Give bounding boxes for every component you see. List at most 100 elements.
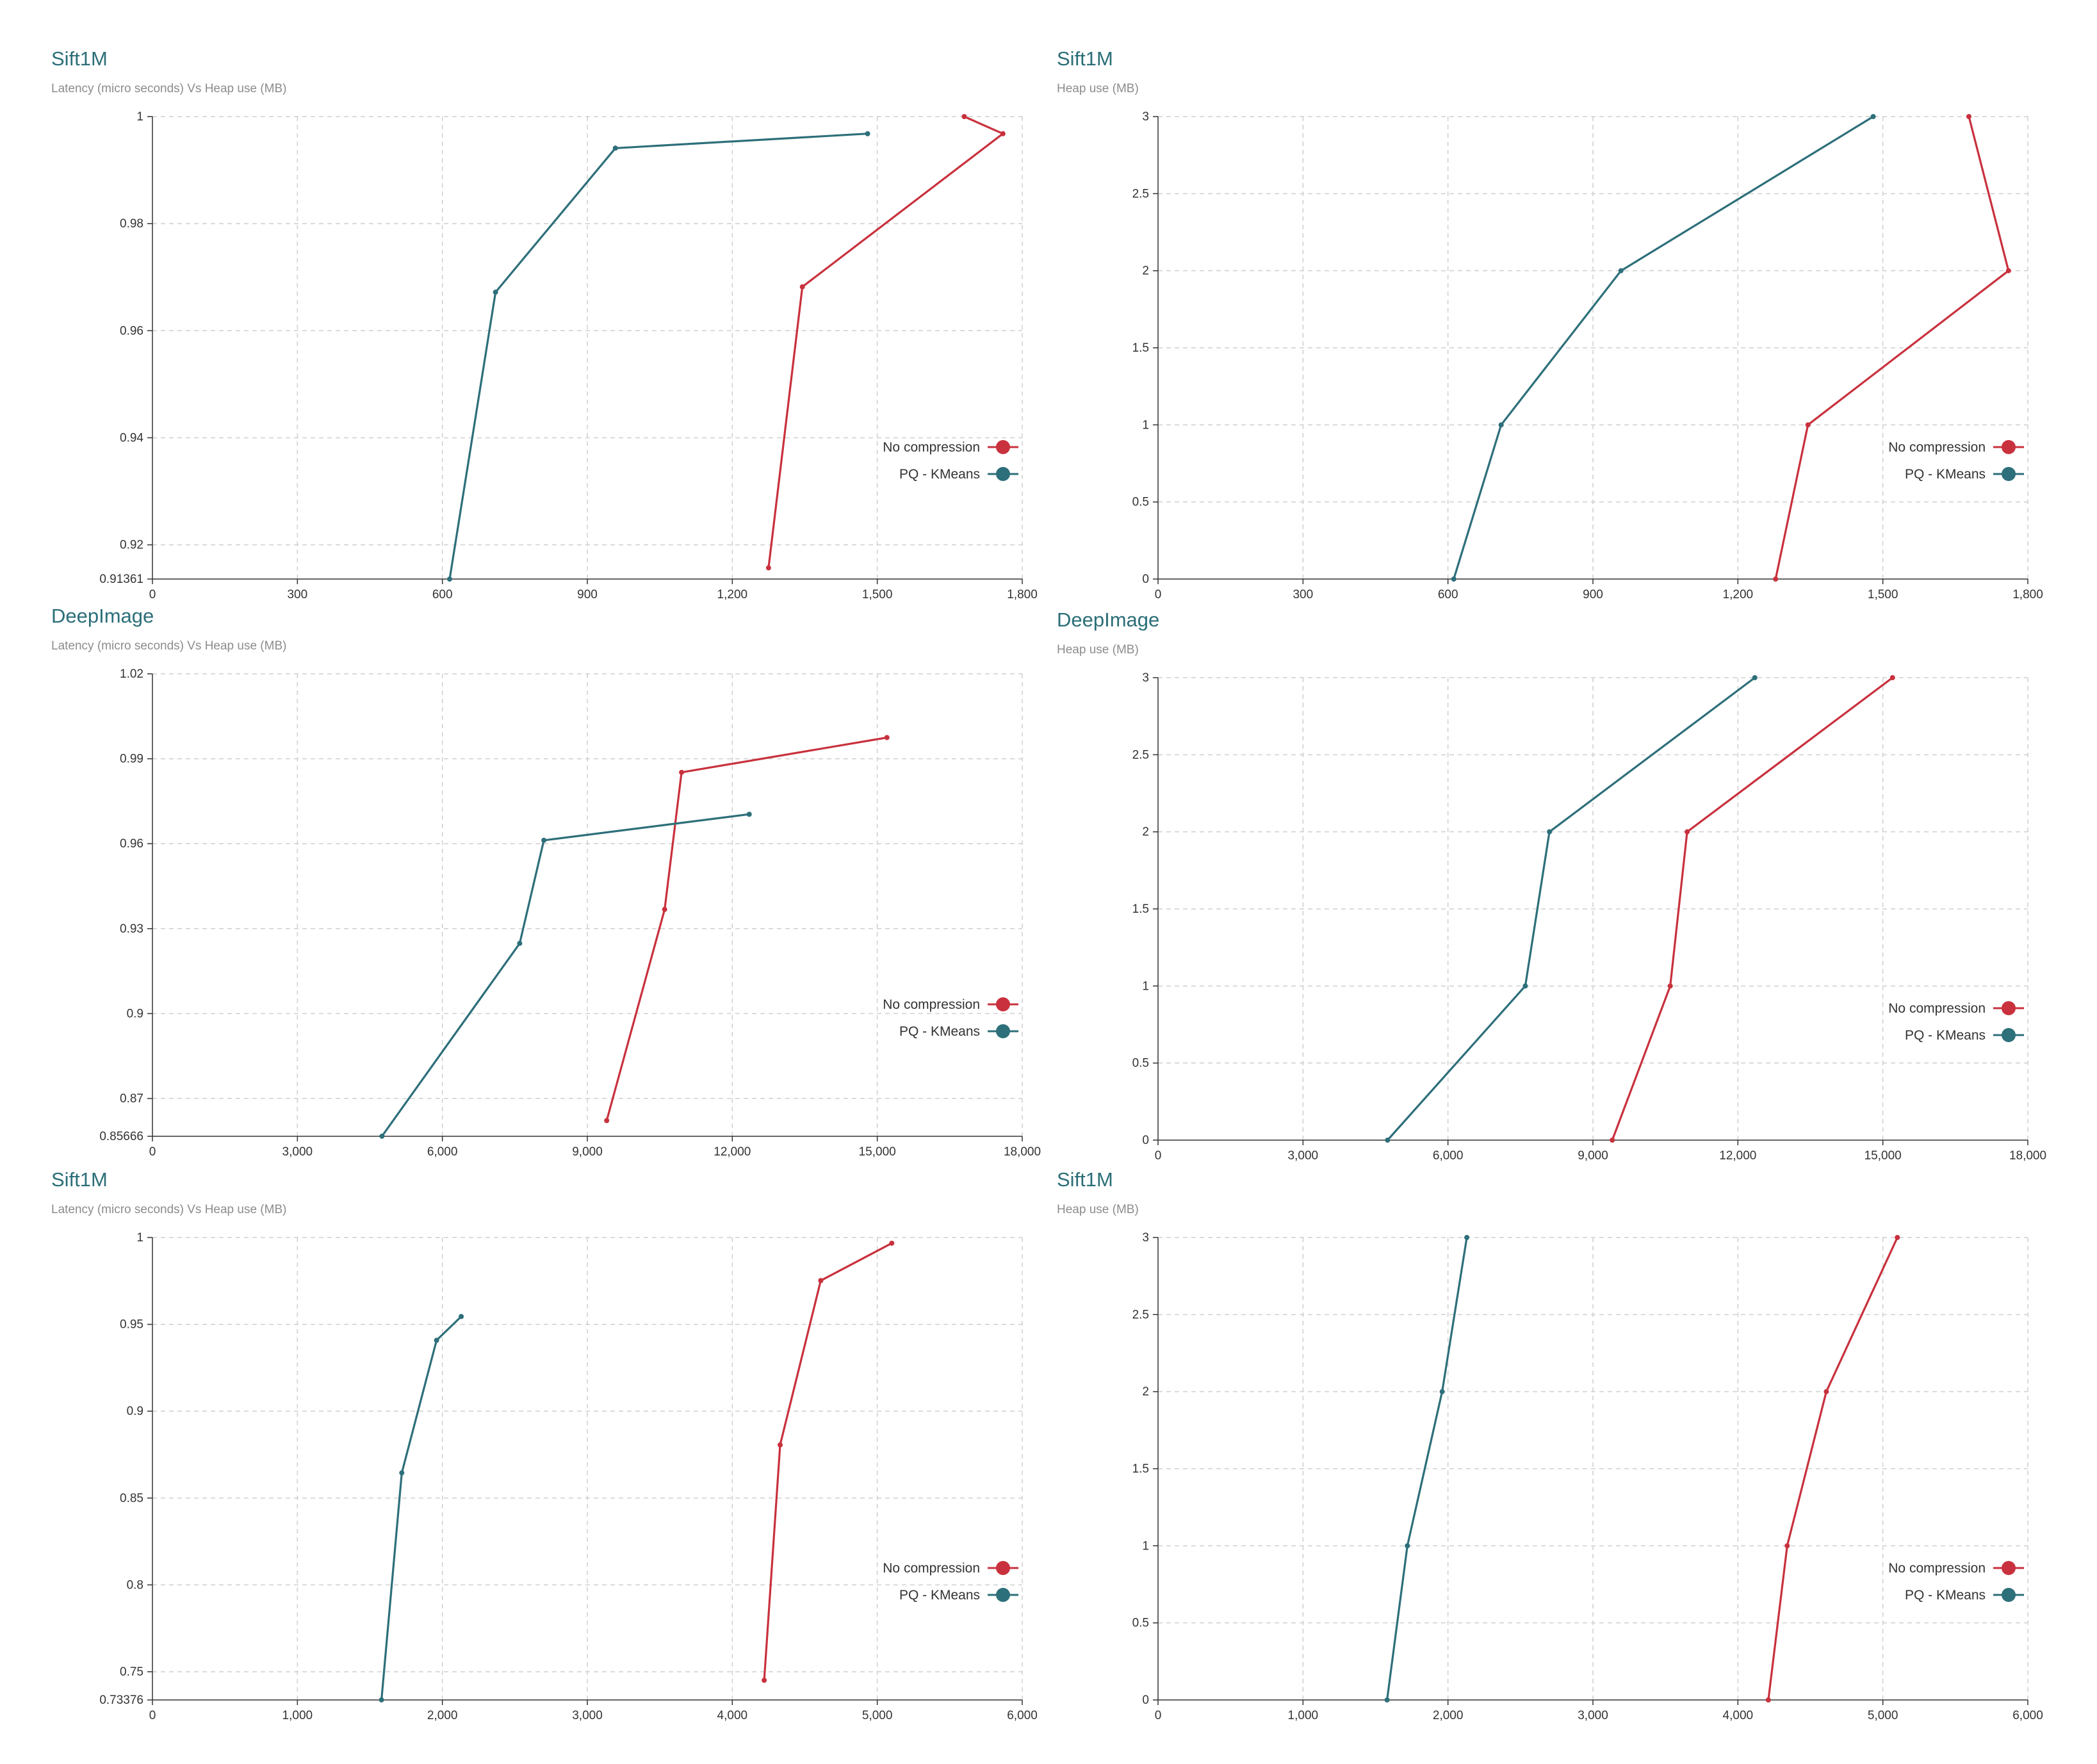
y-tick-label: 0.9 xyxy=(127,1007,143,1020)
legend-label: PQ - KMeans xyxy=(899,1024,980,1039)
x-tick-label: 300 xyxy=(1293,588,1313,601)
x-tick-label: 300 xyxy=(287,588,307,601)
x-tick-label: 1,200 xyxy=(717,588,748,601)
x-tick-label: 2,000 xyxy=(1433,1709,1464,1722)
data-point-no-compression xyxy=(1773,576,1779,582)
data-point-pq-kmeans xyxy=(1870,114,1876,119)
chart-svg: Sift1M Latency (micro seconds) Vs Heap us… xyxy=(51,1168,1038,1722)
x-tick-label: 4,000 xyxy=(717,1709,748,1722)
x-tick-label: 15,000 xyxy=(859,1145,896,1159)
x-tick-label: 0 xyxy=(1155,1149,1162,1163)
chart-deepimage-latency: DeepImage Latency (micro seconds) Vs Heap… xyxy=(0,596,1041,1159)
y-tick-label: 2.5 xyxy=(1132,1308,1149,1321)
legend-label: PQ - KMeans xyxy=(1905,1588,1986,1603)
y-tick-label: 0.5 xyxy=(1132,1057,1149,1070)
y-tick-label: 0.73376 xyxy=(99,1694,143,1707)
y-tick-label: 0.5 xyxy=(1132,496,1149,509)
x-tick-label: 3,000 xyxy=(282,1145,313,1159)
x-tick-label: 5,000 xyxy=(862,1709,893,1722)
chart-svg: Sift1M Latency (micro seconds) Vs Heap us… xyxy=(51,47,1038,601)
data-point-pq-kmeans xyxy=(1439,1389,1445,1394)
legend-label: PQ - KMeans xyxy=(899,467,980,482)
chart-subtitle: Latency (micro seconds) Vs Heap use (MB) xyxy=(51,639,286,653)
data-point-pq-kmeans xyxy=(493,290,498,295)
data-point-no-compression xyxy=(961,114,967,119)
data-point-no-compression xyxy=(1889,675,1895,680)
chart-subtitle: Latency (micro seconds) Vs Heap use (MB) xyxy=(51,82,286,95)
data-point-no-compression xyxy=(1824,1389,1829,1394)
y-tick-label: 0 xyxy=(1142,1134,1149,1147)
data-point-pq-kmeans xyxy=(865,131,870,136)
y-tick-label: 0.5 xyxy=(1132,1617,1149,1630)
y-tick-label: 0 xyxy=(1142,573,1149,586)
x-tick-label: 3,000 xyxy=(572,1709,603,1722)
legend-marker-dot xyxy=(2002,467,2016,481)
series-line-pq-kmeans xyxy=(1386,1237,1468,1701)
y-tick-label: 0.9 xyxy=(127,1405,143,1418)
y-tick-label: 1 xyxy=(1142,979,1149,993)
data-point-pq-kmeans xyxy=(379,1133,385,1139)
data-point-no-compression xyxy=(762,1678,767,1683)
x-tick-label: 1,500 xyxy=(862,588,893,601)
chart-title: Sift1M xyxy=(1057,1168,1113,1191)
legend-label: No compression xyxy=(1888,1561,1986,1576)
chart-subtitle: Heap use (MB) xyxy=(1057,643,1139,657)
x-tick-label: 600 xyxy=(1438,588,1458,601)
y-tick-label: 3 xyxy=(1142,1231,1149,1245)
y-tick-label: 0.91361 xyxy=(99,573,143,586)
y-tick-label: 0.96 xyxy=(120,837,143,851)
chart-svg: Sift1M Heap use (MB) 0 1,000 2,000 3,000 4,000… xyxy=(1057,1168,2043,1722)
y-tick-label: 3 xyxy=(1142,110,1149,124)
y-tick-label: 1.5 xyxy=(1132,341,1149,355)
data-point-pq-kmeans xyxy=(1498,422,1504,428)
x-tick-label: 9,000 xyxy=(572,1145,603,1159)
legend-label: No compression xyxy=(1888,440,1986,455)
legend-marker-dot xyxy=(996,440,1010,454)
data-point-pq-kmeans xyxy=(399,1470,405,1476)
x-tick-label: 1,000 xyxy=(282,1709,313,1722)
chart-title: Sift1M xyxy=(51,47,108,70)
chart-subtitle: Heap use (MB) xyxy=(1057,1203,1139,1216)
x-tick-label: 4,000 xyxy=(1723,1709,1754,1722)
series-line-pq-kmeans xyxy=(448,133,868,580)
legend-label: No compression xyxy=(883,997,980,1012)
data-point-pq-kmeans xyxy=(1547,829,1553,835)
data-point-pq-kmeans xyxy=(1385,1138,1391,1143)
legend-marker-dot xyxy=(996,1561,1010,1575)
y-tick-label: 0.87 xyxy=(120,1092,143,1106)
x-tick-label: 18,000 xyxy=(2009,1149,2046,1163)
data-point-pq-kmeans xyxy=(379,1697,384,1703)
y-tick-label: 0.92 xyxy=(120,539,143,552)
x-tick-label: 1,800 xyxy=(2012,588,2043,601)
series-line-no-compression xyxy=(763,1242,893,1681)
y-tick-label: 0.98 xyxy=(120,217,143,231)
chart-title: DeepImage xyxy=(1057,608,1159,631)
y-tick-label: 0.85666 xyxy=(99,1130,143,1143)
chart-svg: Sift1M Heap use (MB) 0 300 600 900 1,200 1,500 1… xyxy=(1057,47,2043,601)
y-tick-label: 0.96 xyxy=(120,324,143,338)
data-point-no-compression xyxy=(778,1442,783,1448)
chart-sift1m-heap-bottom: Sift1M Heap use (MB) 0 1,000 2,000 3,000 4,000… xyxy=(1006,1159,2043,1722)
data-point-no-compression xyxy=(1765,1697,1771,1703)
legend-marker-dot xyxy=(2002,440,2016,454)
x-tick-label: 12,000 xyxy=(714,1145,751,1159)
series-line-pq-kmeans xyxy=(381,813,749,1137)
x-tick-label: 1,800 xyxy=(1007,588,1038,601)
data-point-pq-kmeans xyxy=(1522,983,1528,989)
data-point-no-compression xyxy=(884,735,890,740)
y-tick-label: 2 xyxy=(1142,1385,1149,1399)
x-tick-label: 0 xyxy=(149,1709,156,1722)
y-tick-label: 2 xyxy=(1142,265,1149,278)
chart-subtitle: Latency (micro seconds) Vs Heap use (MB) xyxy=(51,1203,286,1216)
legend-label: PQ - KMeans xyxy=(1905,467,1986,482)
chart-sift1m-latency-bottom: Sift1M Latency (micro seconds) Vs Heap us… xyxy=(0,1159,1038,1722)
x-tick-label: 6,000 xyxy=(2012,1709,2043,1722)
data-point-pq-kmeans xyxy=(1752,675,1758,680)
x-tick-label: 18,000 xyxy=(1004,1145,1041,1159)
series-line-no-compression xyxy=(767,115,1004,568)
legend-label: No compression xyxy=(1888,1001,1986,1016)
data-point-no-compression xyxy=(1966,114,1971,119)
y-tick-label: 0.99 xyxy=(120,753,143,766)
x-tick-label: 0 xyxy=(1155,588,1162,601)
